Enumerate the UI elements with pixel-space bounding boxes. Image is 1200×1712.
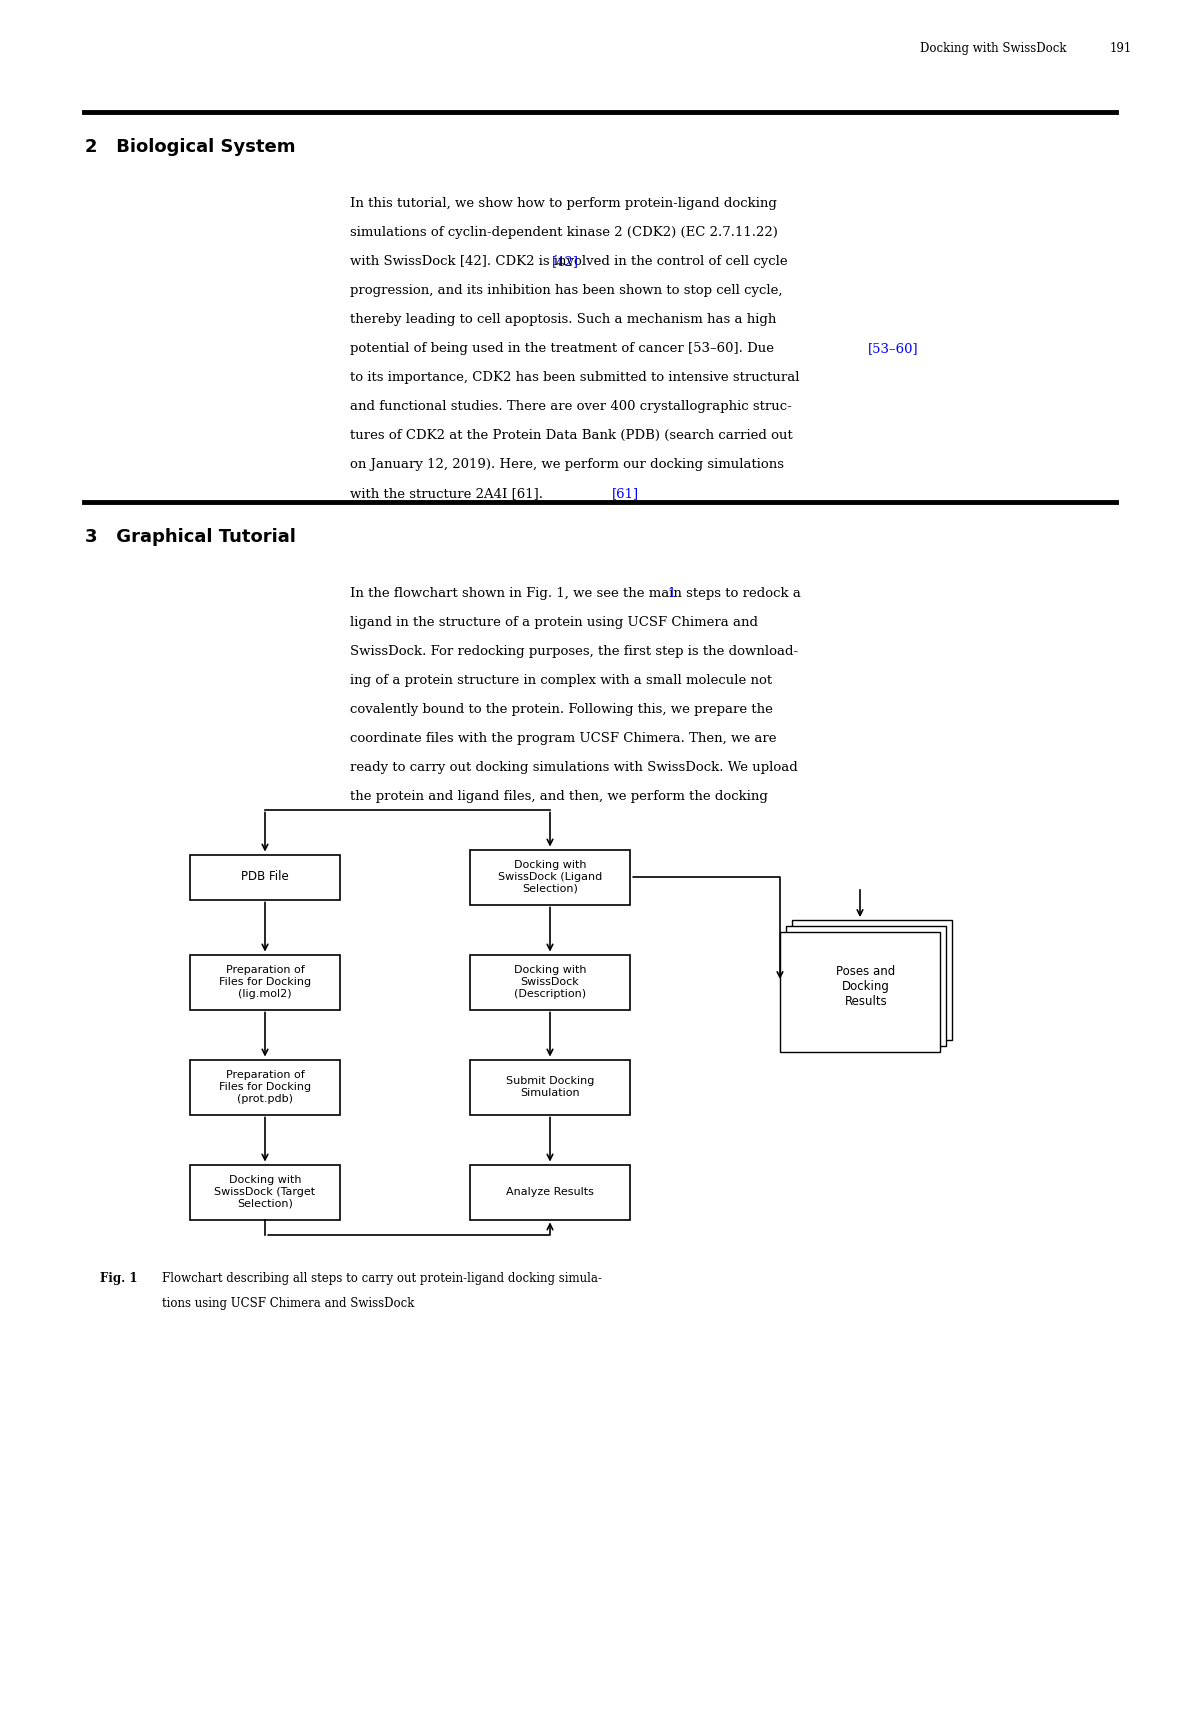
Text: Docking with SwissDock: Docking with SwissDock	[920, 43, 1067, 55]
Text: tures of CDK2 at the Protein Data Bank (PDB) (search carried out: tures of CDK2 at the Protein Data Bank (…	[350, 430, 793, 442]
Text: [53–60]: [53–60]	[868, 342, 919, 354]
FancyBboxPatch shape	[190, 1060, 340, 1115]
FancyBboxPatch shape	[190, 854, 340, 899]
Text: 2   Biological System: 2 Biological System	[85, 139, 295, 156]
Text: with SwissDock [42]. CDK2 is involved in the control of cell cycle: with SwissDock [42]. CDK2 is involved in…	[350, 255, 787, 269]
Text: In this tutorial, we show how to perform protein-ligand docking: In this tutorial, we show how to perform…	[350, 197, 776, 211]
FancyBboxPatch shape	[190, 1164, 340, 1219]
Text: with the structure 2A4I [61].: with the structure 2A4I [61].	[350, 486, 542, 500]
Text: and functional studies. There are over 400 crystallographic struc-: and functional studies. There are over 4…	[350, 401, 792, 413]
Text: Docking with
SwissDock (Target
Selection): Docking with SwissDock (Target Selection…	[215, 1176, 316, 1209]
Text: simulations of cyclin-dependent kinase 2 (CDK2) (EC 2.7.11.22): simulations of cyclin-dependent kinase 2…	[350, 226, 778, 240]
FancyBboxPatch shape	[780, 931, 940, 1051]
Text: tions using UCSF Chimera and SwissDock: tions using UCSF Chimera and SwissDock	[162, 1298, 414, 1310]
Text: to its importance, CDK2 has been submitted to intensive structural: to its importance, CDK2 has been submitt…	[350, 372, 799, 383]
Text: Docking with
SwissDock (Ligand
Selection): Docking with SwissDock (Ligand Selection…	[498, 861, 602, 894]
FancyBboxPatch shape	[470, 849, 630, 904]
Text: ing of a protein structure in complex with a small molecule not: ing of a protein structure in complex wi…	[350, 675, 772, 687]
Text: Fig. 1: Fig. 1	[100, 1272, 138, 1286]
FancyBboxPatch shape	[470, 955, 630, 1010]
Text: Analyze Results: Analyze Results	[506, 1186, 594, 1197]
Text: 3   Graphical Tutorial: 3 Graphical Tutorial	[85, 527, 296, 546]
Text: In the flowchart shown in Fig. 1, we see the main steps to redock a: In the flowchart shown in Fig. 1, we see…	[350, 587, 800, 599]
Text: coordinate files with the program UCSF Chimera. Then, we are: coordinate files with the program UCSF C…	[350, 733, 776, 745]
Text: the protein and ligand files, and then, we perform the docking: the protein and ligand files, and then, …	[350, 789, 768, 803]
FancyBboxPatch shape	[470, 1164, 630, 1219]
Text: Poses and
Docking
Results: Poses and Docking Results	[836, 964, 895, 1007]
FancyBboxPatch shape	[190, 955, 340, 1010]
Text: [61]: [61]	[612, 486, 640, 500]
Text: 191: 191	[1110, 43, 1133, 55]
Text: ready to carry out docking simulations with SwissDock. We upload: ready to carry out docking simulations w…	[350, 762, 798, 774]
Text: PDB File: PDB File	[241, 870, 289, 883]
Text: on January 12, 2019). Here, we perform our docking simulations: on January 12, 2019). Here, we perform o…	[350, 459, 784, 471]
Text: Preparation of
Files for Docking
(prot.pdb): Preparation of Files for Docking (prot.p…	[218, 1070, 311, 1104]
Text: Preparation of
Files for Docking
(lig.mol2): Preparation of Files for Docking (lig.mo…	[218, 966, 311, 998]
Text: thereby leading to cell apoptosis. Such a mechanism has a high: thereby leading to cell apoptosis. Such …	[350, 313, 776, 325]
Text: progression, and its inhibition has been shown to stop cell cycle,: progression, and its inhibition has been…	[350, 284, 782, 296]
Text: Docking with
SwissDock
(Description): Docking with SwissDock (Description)	[514, 966, 587, 998]
Text: covalently bound to the protein. Following this, we prepare the: covalently bound to the protein. Followi…	[350, 704, 773, 716]
Text: Flowchart describing all steps to carry out protein-ligand docking simula-: Flowchart describing all steps to carry …	[162, 1272, 602, 1286]
FancyBboxPatch shape	[470, 1060, 630, 1115]
Text: [42]: [42]	[552, 255, 580, 269]
Text: ligand in the structure of a protein using UCSF Chimera and: ligand in the structure of a protein usi…	[350, 616, 758, 628]
FancyBboxPatch shape	[786, 926, 946, 1046]
Text: SwissDock. For redocking purposes, the first step is the download-: SwissDock. For redocking purposes, the f…	[350, 645, 798, 657]
Text: Submit Docking
Simulation: Submit Docking Simulation	[506, 1077, 594, 1097]
Text: 1: 1	[667, 587, 676, 599]
Text: potential of being used in the treatment of cancer [53–60]. Due: potential of being used in the treatment…	[350, 342, 774, 354]
FancyBboxPatch shape	[792, 919, 952, 1039]
